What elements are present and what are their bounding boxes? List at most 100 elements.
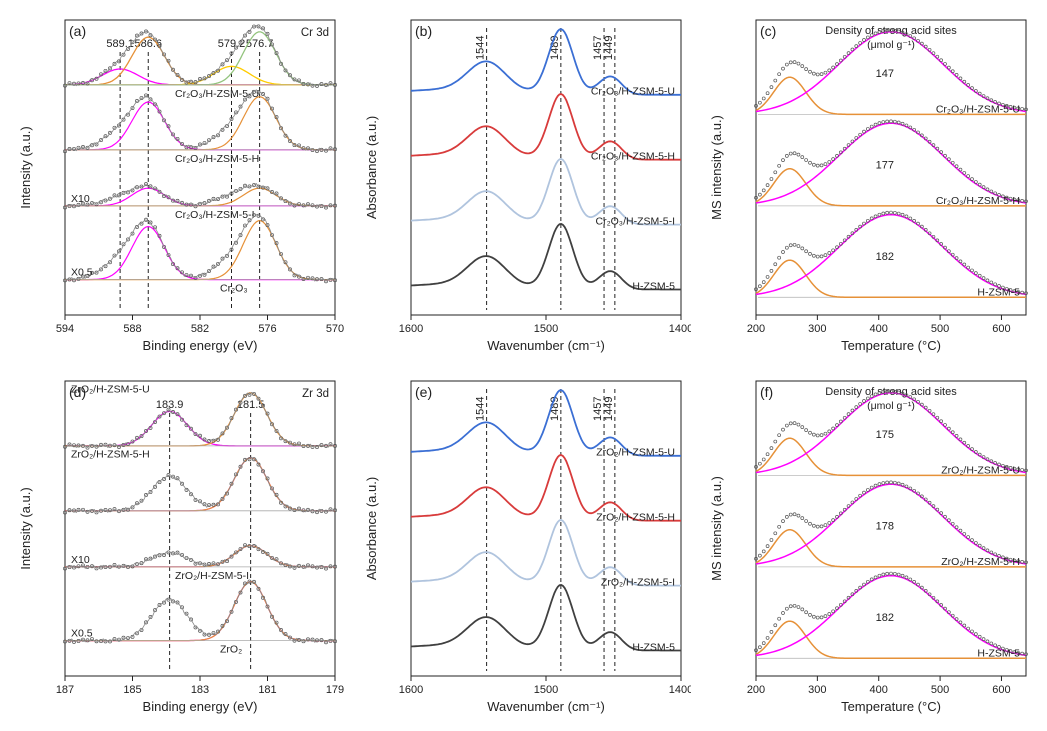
tpd-datapoint [982, 637, 985, 640]
tpd-datapoint [828, 160, 831, 163]
tpd-datapoint [975, 632, 978, 635]
xps-peak [65, 581, 335, 640]
tpd-datapoint [952, 70, 955, 73]
tpd-datapoint [809, 70, 812, 73]
tpd-datapoint [894, 211, 897, 214]
tpd-datapoint [793, 152, 796, 155]
tpd-datapoint [820, 73, 823, 76]
tpd-datapoint [882, 573, 885, 576]
tpd-datapoint [944, 423, 947, 426]
series-label: ZrO₂/H-ZSM-5-H [71, 448, 150, 460]
tpd-datapoint [871, 125, 874, 128]
header-units: (μmol g⁻¹) [867, 400, 915, 412]
tpd-datapoint [967, 175, 970, 178]
tpd-datapoint [828, 252, 831, 255]
series-label: ZrO₂/H-ZSM-5-U [71, 383, 150, 395]
tpd-datapoint [859, 402, 862, 405]
tpd-datapoint [967, 535, 970, 538]
tpd-datapoint [797, 514, 800, 517]
tpd-datapoint [770, 269, 773, 272]
svg-text:1400: 1400 [668, 323, 690, 335]
tpd-datapoint [813, 524, 816, 527]
tpd-datapoint [801, 516, 804, 519]
panel-b: 160015001400Wavenumber (cm⁻¹)Absorbance … [356, 10, 692, 361]
tpd-datapoint [805, 428, 808, 431]
tpd-datapoint [797, 423, 800, 426]
tpd-datapoint [824, 523, 827, 526]
svg-text:300: 300 [809, 323, 827, 335]
tpd-datapoint [824, 432, 827, 435]
tpd-datapoint [824, 163, 827, 166]
tpd-datapoint [778, 73, 781, 76]
tpd-datapoint [774, 263, 777, 266]
tpd-datapoint [793, 604, 796, 607]
tpd-datapoint [874, 484, 877, 487]
tpd-datapoint [766, 275, 769, 278]
series-label: ZrO₂/H-ZSM-5-H [942, 555, 1021, 567]
tpd-datapoint [944, 62, 947, 65]
tpd-datapoint [790, 61, 793, 64]
panel-a: 594588582576570Binding energy (eV)Intens… [10, 10, 346, 361]
tpd-datapoint [878, 574, 881, 577]
tpd-datapoint [786, 515, 789, 518]
tpd-datapoint [793, 61, 796, 64]
tpd-datapoint [790, 421, 793, 424]
corner-label: Zr 3d [302, 388, 329, 400]
vline-label: 1544 [474, 36, 486, 60]
series-label: Cr₂O₃/H-ZSM-5-H [590, 151, 674, 163]
tpd-datapoint [766, 636, 769, 639]
svg-text:582: 582 [191, 323, 209, 335]
svg-text:500: 500 [931, 684, 949, 696]
tpd-datapoint [766, 184, 769, 187]
svg-text:1600: 1600 [398, 684, 422, 696]
series-label: ZrO₂/H-ZSM-5-U [596, 446, 675, 458]
scale-prefix: X10 [71, 553, 90, 565]
svg-text:Binding energy (eV): Binding energy (eV) [143, 699, 258, 714]
tpd-datapoint [801, 247, 804, 250]
series-label: H-ZSM-5 [978, 286, 1021, 298]
series-label: ZrO₂/H-ZSM-5-H [596, 511, 675, 523]
tpd-datapoint [832, 426, 835, 429]
tpd-datapoint [979, 635, 982, 638]
tpd-datapoint [813, 254, 816, 257]
tpd-datapoint [820, 524, 823, 527]
tpd-datapoint [898, 573, 901, 576]
tpd-datapoint [820, 433, 823, 436]
tpd-datapoint [759, 645, 762, 648]
tpd-datapoint [878, 122, 881, 125]
tpd-datapoint [894, 572, 897, 575]
tpd-datapoint [967, 266, 970, 269]
tpd-datapoint [790, 513, 793, 516]
svg-text:Absorbance (a.u.): Absorbance (a.u.) [364, 116, 379, 219]
tpd-datapoint [797, 245, 800, 248]
tpd-datapoint [863, 39, 866, 42]
tpd-datapoint [886, 211, 889, 214]
tpd-datapoint [786, 154, 789, 157]
series-label: Cr₂O₃/H-ZSM-5-H [175, 153, 259, 165]
tpd-datapoint [878, 213, 881, 216]
panel-letter: (c) [760, 23, 776, 39]
vline-label: 1449 [603, 396, 615, 420]
tpd-datapoint [817, 525, 820, 528]
svg-text:185: 185 [123, 684, 141, 696]
tpd-datapoint [782, 250, 785, 253]
tpd-datapoint [801, 65, 804, 68]
tpd-datapoint [782, 159, 785, 162]
corner-label: Cr 3d [301, 27, 329, 39]
tpd-datapoint [778, 433, 781, 436]
tpd-datapoint [824, 254, 827, 257]
tpd-datapoint [782, 519, 785, 522]
acid-value: 178 [876, 520, 894, 532]
panel-letter: (e) [415, 384, 432, 400]
tpd-datapoint [971, 629, 974, 632]
tpd-datapoint [867, 127, 870, 130]
xps-peak [65, 227, 335, 280]
tpd-datapoint [971, 269, 974, 272]
tpd-datapoint [828, 612, 831, 615]
tpd-datapoint [890, 480, 893, 483]
svg-text:576: 576 [258, 323, 276, 335]
tpd-datapoint [882, 212, 885, 215]
tpd-datapoint [770, 446, 773, 449]
panel-letter: (b) [415, 23, 432, 39]
tpd-datapoint [963, 171, 966, 174]
